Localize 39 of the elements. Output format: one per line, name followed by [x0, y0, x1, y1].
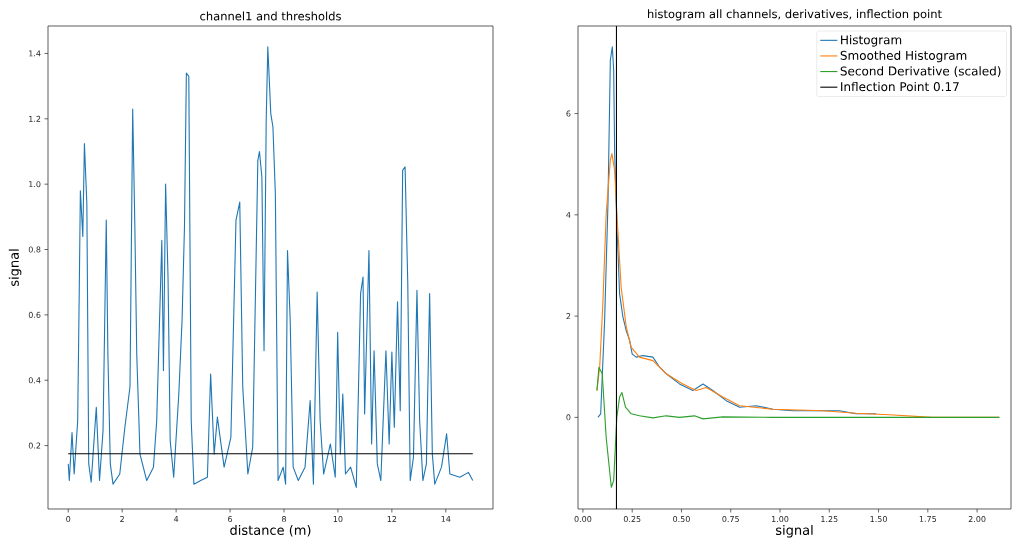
- legend-label: Histogram: [841, 35, 902, 47]
- y-tick-label: 0.8: [28, 246, 41, 253]
- x-tick-label: 0.00: [574, 516, 592, 523]
- legend-label: Second Derivative (scaled): [840, 66, 1001, 77]
- y-tick-label: 1.0: [29, 181, 41, 188]
- x-tick-label: 8: [282, 516, 286, 523]
- y-tick-label: 2: [566, 313, 571, 320]
- line-series: [67, 46, 474, 488]
- y-tick-label: 0.2: [28, 442, 41, 449]
- x-tick-label: 6: [228, 516, 233, 523]
- y-tick-label: 1.2: [29, 115, 41, 122]
- x-tick-label: 0: [66, 516, 71, 523]
- x-tick-label: 2.00: [968, 516, 986, 523]
- x-tick-label: 4: [173, 516, 179, 522]
- line-series: [596, 366, 1000, 488]
- x-axis-title: distance (m): [230, 524, 311, 537]
- x-tick-label: 12: [387, 516, 397, 522]
- legend-label: Smoothed Histogram: [840, 50, 967, 63]
- y-tick-label: 0.4: [28, 377, 41, 384]
- legend-label: Inflection Point 0.17: [841, 81, 959, 92]
- chart-title: channel1 and thresholds: [200, 11, 341, 21]
- chart-title: histogram all channels, derivatives, inflection point: [648, 9, 942, 21]
- y-tick-label: 4: [566, 211, 571, 218]
- x-tick-label: 10: [333, 516, 343, 523]
- x-tick-label: 1.75: [919, 516, 937, 522]
- y-tick-label: 0: [566, 414, 571, 421]
- x-tick-label: 1.25: [821, 516, 838, 523]
- y-tick-label: 6: [566, 110, 571, 117]
- y-tick-label: 1.4: [29, 50, 41, 57]
- x-tick-label: 2: [120, 516, 124, 522]
- x-tick-label: 0.75: [722, 516, 739, 523]
- x-tick-label: 0.50: [673, 516, 690, 523]
- x-tick-label: 1.50: [870, 516, 887, 523]
- x-tick-label: 1.00: [771, 516, 789, 523]
- y-axis-title: signal: [8, 249, 22, 287]
- x-tick-label: 14: [441, 516, 451, 522]
- x-tick-label: 0.25: [623, 516, 641, 523]
- y-tick-label: 0.6: [28, 311, 41, 318]
- x-axis-title: signal: [775, 524, 813, 538]
